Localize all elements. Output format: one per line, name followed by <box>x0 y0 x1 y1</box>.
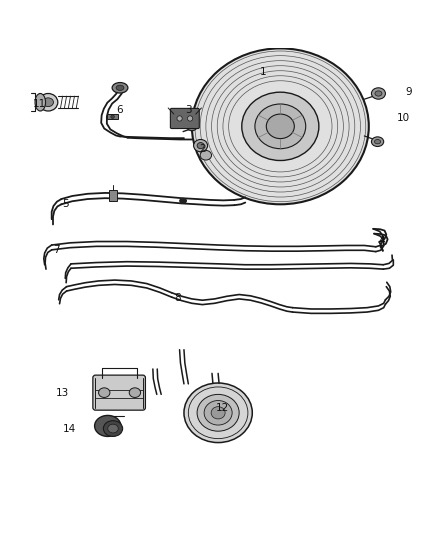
Text: 14: 14 <box>63 424 76 434</box>
Ellipse shape <box>177 116 182 121</box>
Bar <box>109 190 117 201</box>
Ellipse shape <box>43 98 53 107</box>
Ellipse shape <box>103 421 123 437</box>
Text: 11: 11 <box>33 99 46 109</box>
Text: 12: 12 <box>216 402 229 413</box>
Ellipse shape <box>375 91 382 96</box>
Ellipse shape <box>197 394 239 431</box>
Text: 4: 4 <box>378 236 385 246</box>
Ellipse shape <box>187 122 197 131</box>
Text: 7: 7 <box>53 245 60 255</box>
Text: 2: 2 <box>199 144 206 154</box>
Ellipse shape <box>39 93 58 111</box>
Ellipse shape <box>371 88 385 99</box>
Ellipse shape <box>255 104 306 149</box>
Ellipse shape <box>192 49 369 204</box>
FancyBboxPatch shape <box>170 108 199 128</box>
Text: 5: 5 <box>62 199 69 209</box>
Ellipse shape <box>116 85 124 91</box>
Ellipse shape <box>95 415 121 437</box>
Ellipse shape <box>179 198 187 204</box>
Ellipse shape <box>184 383 252 442</box>
Ellipse shape <box>374 140 381 144</box>
Text: 13: 13 <box>56 387 69 398</box>
Ellipse shape <box>111 115 114 118</box>
FancyBboxPatch shape <box>93 375 145 410</box>
Ellipse shape <box>197 142 204 149</box>
Ellipse shape <box>35 93 46 111</box>
Text: 10: 10 <box>397 114 410 124</box>
Ellipse shape <box>204 400 232 425</box>
Text: 1: 1 <box>259 67 266 77</box>
Text: 3: 3 <box>185 104 192 115</box>
Text: 9: 9 <box>405 87 412 97</box>
Ellipse shape <box>129 388 141 398</box>
Ellipse shape <box>112 83 128 93</box>
Ellipse shape <box>108 424 118 433</box>
Ellipse shape <box>266 114 294 139</box>
Text: 6: 6 <box>116 104 123 115</box>
Ellipse shape <box>194 140 208 152</box>
Ellipse shape <box>211 407 225 419</box>
Text: 8: 8 <box>174 293 181 303</box>
Ellipse shape <box>187 116 193 121</box>
Ellipse shape <box>371 137 384 147</box>
Bar <box>107 114 118 119</box>
Ellipse shape <box>200 150 212 160</box>
Ellipse shape <box>242 92 319 160</box>
Ellipse shape <box>99 388 110 398</box>
